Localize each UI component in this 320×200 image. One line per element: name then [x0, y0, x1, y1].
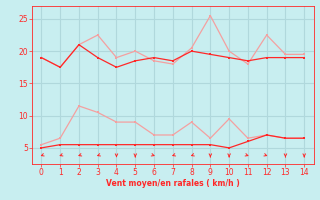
X-axis label: Vent moyen/en rafales ( km/h ): Vent moyen/en rafales ( km/h ) [106, 179, 240, 188]
